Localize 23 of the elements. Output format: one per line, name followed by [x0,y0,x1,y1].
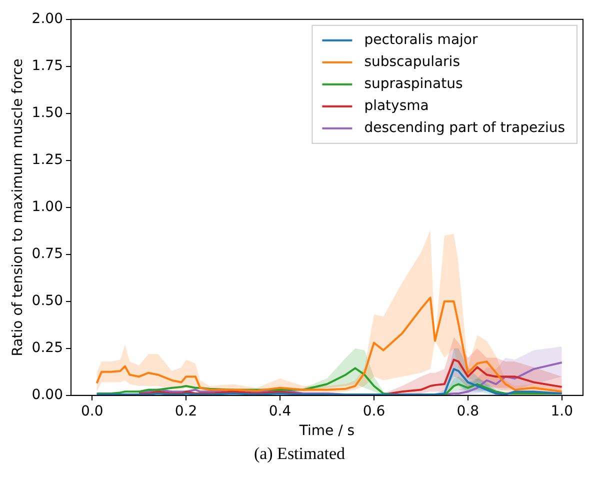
y-tick-label: 1.00 [32,199,63,216]
y-tick-label: 2.00 [32,11,63,28]
y-axis-title: Ratio of tension to maximum muscle force [10,58,26,356]
legend-label: pectoralis major [364,32,478,48]
x-tick-label: 0.2 [174,403,198,420]
x-tick-label: 0.8 [456,403,480,420]
x-tick-label: 1.0 [550,403,573,420]
legend-label: supraspinatus [364,76,463,92]
x-axis-title: Time / s [298,423,355,440]
y-tick-label: 0.75 [32,246,63,262]
y-tick-label: 1.50 [32,105,63,122]
x-tick-label: 0.6 [362,403,386,420]
x-tick-label: 0.0 [80,403,104,420]
x-tick-label: 0.4 [268,403,292,420]
y-tick-label: 1.75 [32,58,63,74]
legend-label: descending part of trapezius [364,120,566,136]
y-tick-label: 1.25 [32,152,63,168]
legend-label: platysma [364,98,429,114]
y-tick-label: 0.25 [32,340,63,356]
text: (a) Estimated [252,444,346,464]
legend-label: subscapularis [364,54,460,70]
y-tick-label: 0.50 [32,293,63,310]
y-tick-label: 0.00 [32,387,63,404]
